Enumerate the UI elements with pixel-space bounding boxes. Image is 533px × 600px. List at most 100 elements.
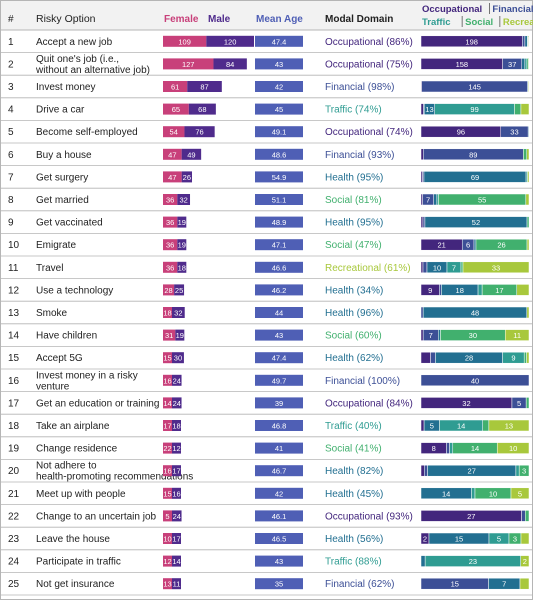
domain-segment-financial xyxy=(420,306,424,319)
mean-age-bar xyxy=(255,465,303,477)
domain-segment-traffic xyxy=(477,284,483,296)
domain-value-social: 14 xyxy=(471,444,479,453)
domain-value-traffic: 99 xyxy=(470,105,478,114)
female-bar xyxy=(163,81,188,92)
male-value: 120 xyxy=(224,37,237,46)
female-bar xyxy=(163,555,172,567)
male-bar xyxy=(172,420,181,431)
male-bar xyxy=(172,578,181,590)
row-option: Quit one's job (i.e., xyxy=(36,54,119,65)
domain-value-health: 52 xyxy=(472,218,480,227)
domain-value-recreational: 11 xyxy=(513,331,521,340)
domain-value-health: 5 xyxy=(430,422,434,431)
row-option: Get married xyxy=(36,195,89,206)
female-value: 54 xyxy=(170,128,178,137)
mean-age-value: 51.1 xyxy=(272,196,287,205)
female-bar xyxy=(163,420,172,431)
mean-age-value: 46.5 xyxy=(272,535,287,544)
row-number: 13 xyxy=(8,308,20,319)
mean-age-value: 43 xyxy=(275,331,283,340)
domain-segment-recreational xyxy=(526,351,530,364)
domain-segment-social xyxy=(526,216,530,228)
female-value: 10 xyxy=(163,535,171,544)
female-value: 28 xyxy=(164,286,172,295)
male-value: 17 xyxy=(172,467,180,476)
modal-domain: Occupational (74%) xyxy=(325,127,413,138)
female-bar xyxy=(163,239,178,251)
domain-value-financial: 40 xyxy=(471,376,479,385)
row-number: 24 xyxy=(8,557,20,568)
mean-age-bar xyxy=(255,148,303,160)
row-number: 25 xyxy=(8,579,20,590)
domain-segment-traffic xyxy=(471,487,476,500)
row-option: Travel xyxy=(36,263,63,274)
row-number: 15 xyxy=(8,353,20,364)
male-bar xyxy=(177,194,191,205)
domain-segment-recreational xyxy=(520,103,530,115)
mean-age-bar xyxy=(255,194,303,205)
male-bar xyxy=(172,307,185,318)
domain-value-occupational: 21 xyxy=(437,241,445,250)
female-bar xyxy=(163,374,172,386)
domain-value-health: 7 xyxy=(502,580,506,589)
mean-age-bar xyxy=(255,81,303,92)
domain-segment-social xyxy=(514,103,522,115)
row-option: Drive a car xyxy=(36,105,85,116)
male-bar xyxy=(181,171,193,183)
mean-age-value: 49.7 xyxy=(272,376,287,385)
male-bar xyxy=(172,397,182,409)
row-option: Get an education or training xyxy=(36,398,159,409)
domain-segment-health xyxy=(473,238,477,251)
domain-segment-financial xyxy=(521,510,526,522)
female-bar xyxy=(163,465,172,477)
domain-value-financial: 5 xyxy=(517,399,521,408)
domain-segment-recreational xyxy=(520,532,530,545)
legend-occupational: Occupational xyxy=(422,4,482,15)
female-bar xyxy=(163,510,172,522)
domain-segment-financial xyxy=(422,261,428,274)
domain-value-occupational: 96 xyxy=(457,128,465,137)
female-value: 31 xyxy=(165,331,173,340)
female-bar xyxy=(163,103,189,115)
row-option: Accept 5G xyxy=(36,353,83,364)
female-bar xyxy=(163,194,178,205)
domain-value-traffic: 9 xyxy=(511,354,515,363)
legend-financial: Financial xyxy=(492,4,533,15)
male-bar xyxy=(184,126,215,138)
female-bar xyxy=(163,126,185,138)
domain-value-health: 69 xyxy=(471,173,479,182)
domain-value-recreational: 5 xyxy=(518,489,522,498)
domain-segment-occupational xyxy=(420,216,424,228)
row-option: Invest money in a risky xyxy=(36,370,138,381)
mean-age-bar xyxy=(255,487,303,499)
domain-value-social: 30 xyxy=(469,331,477,340)
row-option: Invest money xyxy=(36,82,95,93)
row-number: 2 xyxy=(8,59,14,70)
row-option: Leave the house xyxy=(36,534,110,545)
row-option: Change residence xyxy=(36,444,118,455)
male-value: 68 xyxy=(198,105,206,114)
domain-value-health: 48 xyxy=(471,309,479,318)
female-value: 15 xyxy=(163,354,171,363)
domain-value-traffic: 14 xyxy=(457,422,465,431)
row-number: 5 xyxy=(8,127,14,138)
domain-value-social: 55 xyxy=(478,196,486,205)
female-value: 16 xyxy=(163,376,171,385)
mean-age-bar xyxy=(255,442,303,454)
domain-value-social: 26 xyxy=(497,241,505,250)
row-number: 16 xyxy=(8,376,20,387)
modal-domain: Traffic (88%) xyxy=(325,557,382,568)
domain-segment-recreational xyxy=(496,442,530,454)
female-bar xyxy=(163,533,172,544)
female-bar xyxy=(163,442,172,454)
row-number: 18 xyxy=(8,421,20,432)
mean-age-bar xyxy=(255,397,303,409)
male-value: 16 xyxy=(172,489,180,498)
male-value: 26 xyxy=(183,173,191,182)
domain-segment-occupational xyxy=(420,261,424,274)
domain-segment-financial xyxy=(424,464,428,477)
domain-segment-health xyxy=(524,35,528,48)
domain-value-financial: 37 xyxy=(508,60,516,69)
male-value: 24 xyxy=(173,376,181,385)
domain-value-financial: 7 xyxy=(426,196,430,205)
